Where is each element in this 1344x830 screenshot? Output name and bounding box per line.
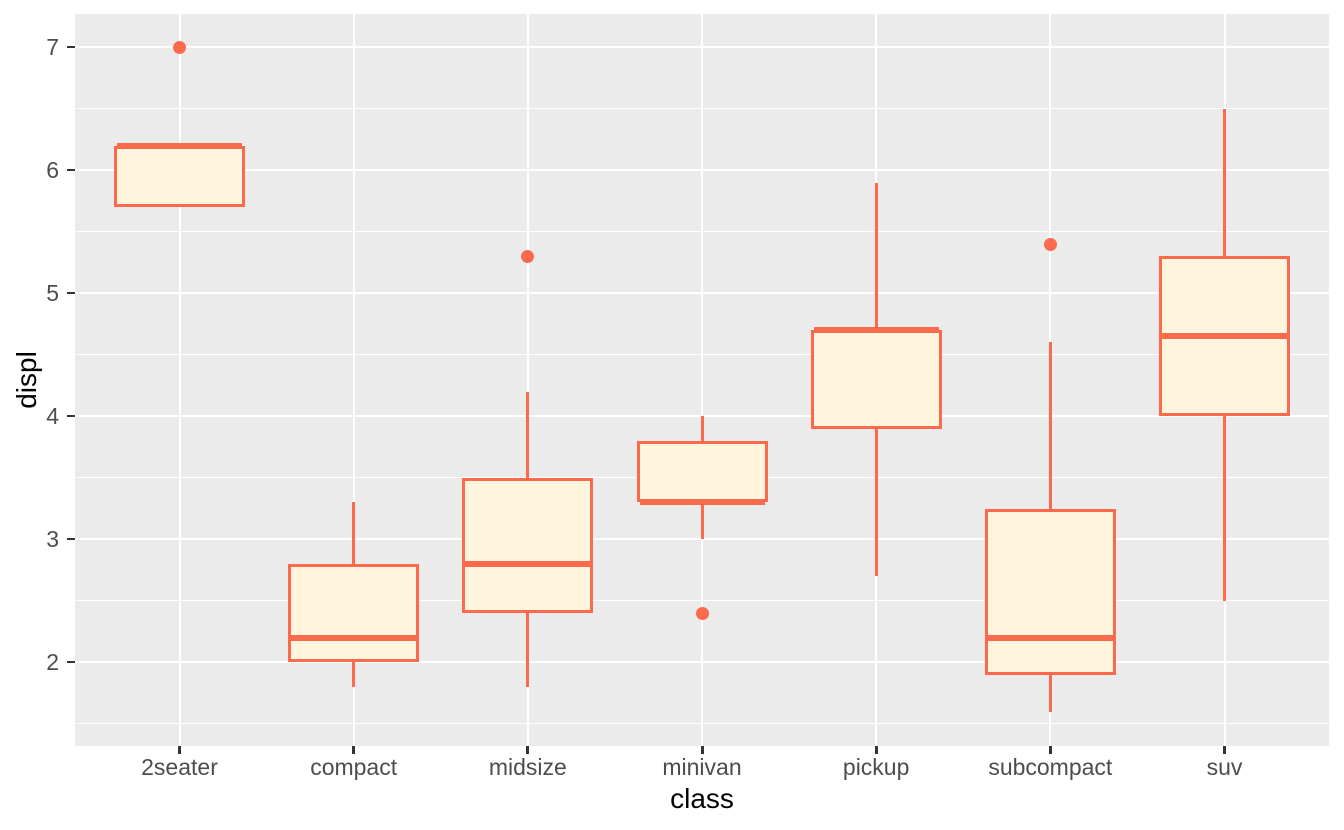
whisker-lower [1048,674,1052,712]
y-tick-mark [67,46,75,49]
box-iqr [114,145,245,208]
median-line [1162,333,1287,340]
x-tick-mark [874,746,878,754]
y-tick-label: 5 [46,280,59,307]
whisker-upper [1048,342,1052,509]
median-line [813,327,939,334]
y-tick-label: 7 [46,34,59,61]
whisker-upper [352,502,356,564]
gridline-major-x [178,14,181,746]
y-tick-mark [67,292,75,295]
outlier-point [1043,237,1057,251]
whisker-upper [874,182,878,331]
x-tick-mark [352,746,356,754]
gridline-major-x [526,14,529,746]
y-tick-mark [67,538,75,541]
x-tick-mark [700,746,704,754]
whisker-lower [526,613,530,687]
box-iqr [462,477,594,614]
whisker-upper [700,416,704,441]
x-tick-mark [178,746,181,754]
x-tick-label-midsize: midsize [488,754,567,780]
box-iqr [984,508,1116,675]
plot-panel [75,14,1329,746]
x-tick-label-2seater: 2seater [141,754,218,780]
whisker-lower [352,662,356,687]
box-iqr [636,440,768,503]
y-tick-mark [67,169,75,172]
x-tick-mark [1048,746,1052,754]
y-tick-mark [67,661,75,664]
y-tick-label: 3 [46,526,59,553]
x-tick-label-pickup: pickup [842,754,910,780]
y-tick-label: 4 [46,403,59,430]
x-axis-title: class [670,783,734,814]
whisker-lower [700,502,704,540]
whisker-lower [1223,416,1226,601]
outlier-point [521,249,535,263]
median-line [465,560,591,567]
gridline-major-x [352,14,355,746]
whisker-upper [526,391,530,478]
y-tick-label: 6 [46,157,59,184]
gridline-major-x [701,14,703,746]
y-tick-label: 2 [46,649,59,676]
median-line [117,142,242,149]
median-line [291,634,417,641]
x-tick-mark [526,746,530,754]
x-tick-mark [1223,746,1226,754]
outlier-point [695,606,709,620]
box-iqr [810,330,942,429]
y-tick-mark [67,415,75,418]
box-iqr [288,563,420,663]
whisker-upper [1223,108,1226,257]
median-line [987,634,1113,641]
outlier-point [173,40,186,54]
y-axis-title: displ [11,351,42,409]
whisker-lower [874,428,878,577]
x-tick-label-compact: compact [310,754,398,780]
x-tick-label-suv: suv [1206,754,1243,780]
median-line [639,499,765,506]
x-tick-label-minivan: minivan [662,754,742,780]
x-tick-label-subcompact: subcompact [988,754,1113,780]
